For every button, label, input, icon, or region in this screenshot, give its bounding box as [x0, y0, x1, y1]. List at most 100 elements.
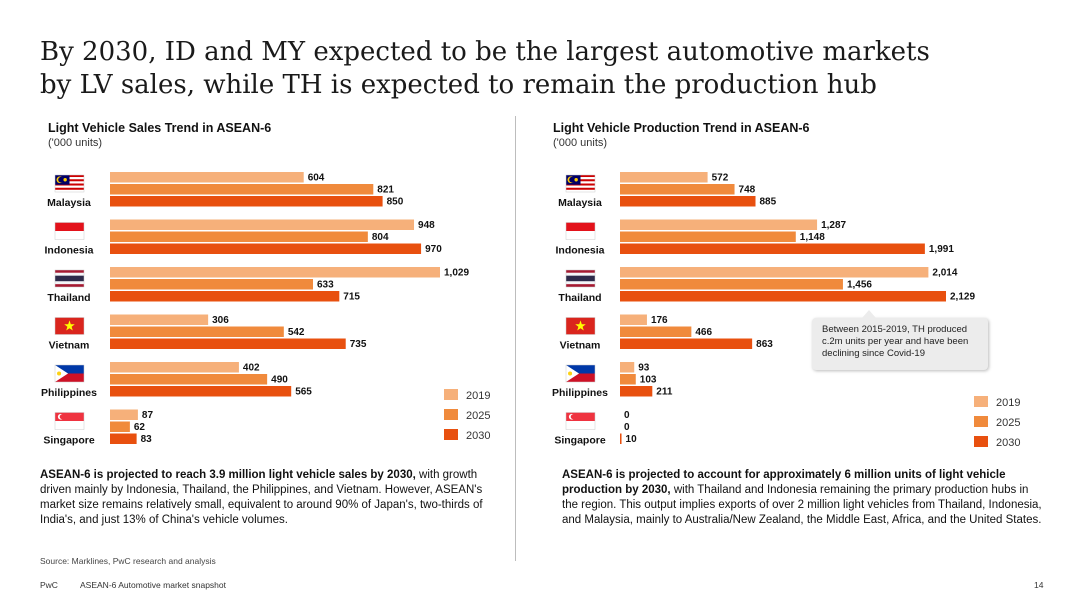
value-label-indonesia-2030: 970: [425, 244, 442, 255]
malaysia-flag-icon: [565, 174, 596, 193]
value-label-thailand-2019: 1,029: [444, 268, 469, 279]
bar-malaysia-2030: [110, 196, 383, 207]
bar-philippines-2030: [620, 386, 653, 397]
value-label-singapore-2030: 83: [141, 434, 153, 445]
value-label-indonesia-2025: 1,148: [800, 232, 825, 243]
production-description-rest: with Thailand and Indonesia remaining th…: [562, 484, 1042, 526]
chart-divider: [515, 116, 516, 561]
value-label-philippines-2019: 402: [243, 363, 260, 374]
bar-vietnam-2030: [620, 338, 753, 349]
value-label-singapore-2025: 0: [624, 422, 630, 433]
bar-vietnam-2019: [110, 314, 209, 325]
bar-thailand-2019: [110, 267, 440, 278]
category-label-indonesia: Indonesia: [555, 245, 604, 257]
bar-singapore-2025: [110, 421, 130, 432]
production-chart-unit: ('000 units): [553, 137, 608, 149]
bar-malaysia-2025: [110, 184, 374, 195]
bar-vietnam-2019: [620, 314, 647, 325]
sales-description-rest: with growth driven mainly by Indonesia, …: [40, 469, 483, 526]
source-note: Source: Marklines, PwC research and anal…: [40, 556, 216, 566]
value-label-malaysia-2030: 885: [760, 197, 777, 208]
sales-chart-unit: ('000 units): [48, 137, 103, 149]
legend-swatch-2025: [444, 409, 458, 420]
bar-malaysia-2030: [620, 196, 756, 207]
sales-description: ASEAN-6 is projected to reach 3.9 millio…: [40, 468, 500, 528]
category-label-malaysia: Malaysia: [47, 197, 91, 209]
value-label-philippines-2030: 565: [295, 387, 312, 398]
production-description-bold: ASEAN-6 is projected to account for appr…: [562, 469, 1006, 496]
value-label-singapore-2019: 87: [142, 410, 154, 421]
value-label-indonesia-2019: 1,287: [821, 220, 846, 231]
value-label-vietnam-2019: 306: [212, 315, 229, 326]
malaysia-flag-icon: [54, 174, 85, 193]
value-label-singapore-2030: 10: [626, 434, 638, 445]
bar-indonesia-2025: [110, 231, 368, 242]
value-label-thailand-2030: 715: [343, 292, 360, 303]
bar-malaysia-2019: [110, 172, 304, 183]
value-label-thailand-2030: 2,129: [950, 292, 975, 303]
production-description: ASEAN-6 is projected to account for appr…: [562, 468, 1042, 528]
category-label-vietnam: Vietnam: [49, 340, 90, 352]
indonesia-flag-icon: [565, 222, 596, 240]
thailand-flag-icon: [565, 269, 596, 288]
value-label-philippines-2025: 490: [271, 375, 288, 386]
value-label-vietnam-2030: 735: [350, 339, 367, 350]
category-label-thailand: Thailand: [47, 292, 90, 304]
production-chart-title: Light Vehicle Production Trend in ASEAN-…: [553, 121, 810, 135]
legend-swatch-2030: [974, 436, 988, 447]
bar-thailand-2025: [110, 279, 314, 290]
bar-vietnam-2025: [620, 326, 692, 337]
value-label-indonesia-2030: 1,991: [929, 244, 954, 255]
value-label-singapore-2019: 0: [624, 410, 630, 421]
value-label-singapore-2025: 62: [134, 422, 146, 433]
bar-philippines-2030: [110, 386, 292, 397]
legend-label-2025: 2025: [466, 410, 490, 422]
value-label-philippines-2030: 211: [656, 387, 673, 398]
bar-indonesia-2019: [110, 219, 415, 230]
bar-singapore-2019: [110, 409, 138, 420]
legend-label-2030: 2030: [466, 430, 490, 442]
vietnam-flag-icon: [565, 317, 596, 335]
value-label-vietnam-2019: 176: [651, 315, 668, 326]
value-label-malaysia-2025: 748: [739, 185, 756, 196]
legend-swatch-2025: [974, 416, 988, 427]
value-label-thailand-2025: 633: [317, 280, 334, 291]
bar-malaysia-2019: [620, 172, 708, 183]
value-label-malaysia-2019: 572: [712, 173, 729, 184]
legend-label-2019: 2019: [466, 390, 490, 402]
value-label-vietnam-2030: 863: [756, 339, 773, 350]
category-label-singapore: Singapore: [43, 435, 95, 447]
legend-swatch-2019: [444, 389, 458, 400]
bar-malaysia-2025: [620, 184, 735, 195]
category-label-vietnam: Vietnam: [560, 340, 601, 352]
thailand-annotation: Between 2015-2019, TH produced c.2m unit…: [812, 310, 988, 370]
value-label-malaysia-2030: 850: [387, 197, 404, 208]
indonesia-flag-icon: [54, 222, 85, 240]
bar-singapore-2030: [620, 433, 622, 444]
bar-singapore-2030: [110, 433, 137, 444]
page-number: 14: [1034, 580, 1044, 590]
legend-label-2030: 2030: [996, 437, 1020, 449]
value-label-malaysia-2025: 821: [377, 185, 394, 196]
bar-vietnam-2025: [110, 326, 284, 337]
bar-philippines-2025: [620, 374, 636, 385]
singapore-flag-icon: [54, 412, 85, 430]
category-label-philippines: Philippines: [41, 387, 97, 399]
category-label-singapore: Singapore: [554, 435, 606, 447]
footer-brand: PwC: [40, 580, 58, 590]
bar-thailand-2025: [620, 279, 843, 290]
bar-philippines-2025: [110, 374, 268, 385]
value-label-malaysia-2019: 604: [308, 173, 325, 184]
legend-swatch-2030: [444, 429, 458, 440]
bar-vietnam-2030: [110, 338, 346, 349]
value-label-indonesia-2025: 804: [372, 232, 389, 243]
value-label-thailand-2019: 2,014: [932, 268, 957, 279]
bar-philippines-2019: [620, 362, 635, 373]
bar-thailand-2030: [620, 291, 946, 302]
bar-thailand-2030: [110, 291, 340, 302]
legend-label-2025: 2025: [996, 417, 1020, 429]
footer-document-title: ASEAN-6 Automotive market snapshot: [80, 580, 226, 590]
value-label-vietnam-2025: 542: [288, 327, 305, 338]
philippines-flag-icon: [565, 364, 596, 383]
